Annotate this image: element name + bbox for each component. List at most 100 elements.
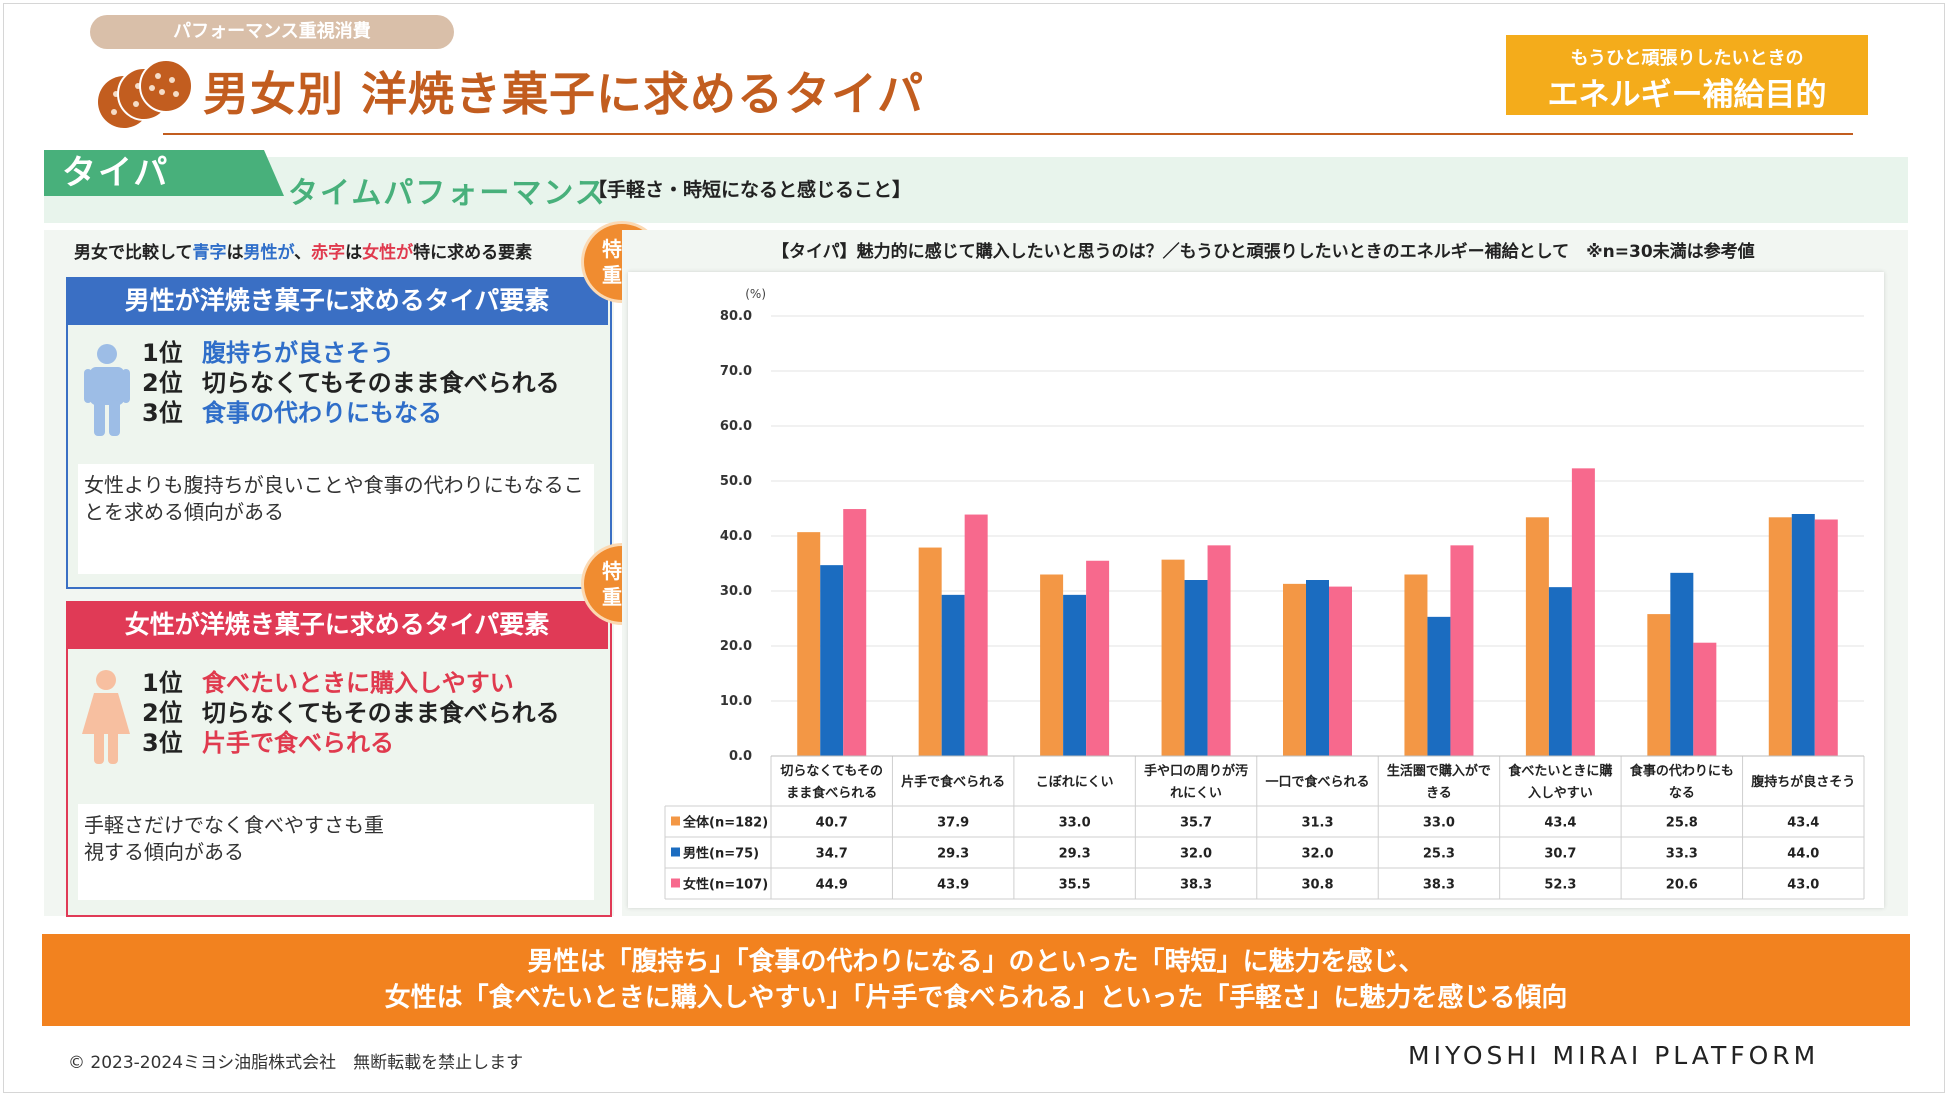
data-value-label: 34.7 bbox=[816, 847, 848, 862]
bar-female bbox=[1450, 545, 1474, 756]
y-tick-label: 30.0 bbox=[720, 584, 752, 599]
y-axis-unit: (%) bbox=[745, 287, 766, 301]
data-value-label: 30.7 bbox=[1544, 847, 1576, 862]
data-value-label: 25.3 bbox=[1423, 847, 1455, 862]
female-note-line-1: 手軽さだけでなく食べやすさも重 bbox=[84, 813, 384, 837]
data-value-label: 38.3 bbox=[1180, 878, 1212, 893]
data-value-label: 52.3 bbox=[1544, 878, 1576, 893]
category-label: きる bbox=[1426, 786, 1452, 801]
rank-number: 2位 bbox=[142, 699, 183, 727]
taipa-label: タイパ bbox=[62, 153, 170, 193]
bar-male bbox=[1063, 594, 1087, 756]
legend-label: 全体(n=182) bbox=[682, 815, 768, 831]
data-value-label: 43.4 bbox=[1787, 816, 1819, 831]
data-value-label: 43.4 bbox=[1544, 816, 1576, 831]
legend-swatch bbox=[671, 878, 680, 888]
female-rank-1: 1位 食べたいときに購入しやすい bbox=[142, 668, 560, 698]
data-value-label: 35.5 bbox=[1059, 878, 1091, 893]
bar-female bbox=[1693, 642, 1717, 756]
compare-note: 男女で比較して青字は男性が、赤字は女性が特に求める要素 bbox=[74, 238, 532, 263]
rank-number: 2位 bbox=[142, 369, 183, 397]
bar-all bbox=[1404, 574, 1428, 756]
summary-banner: 男性は「腹持ち」「食事の代わりになる」のといった「時短」に魅力を感じ、 女性は「… bbox=[42, 934, 1910, 1026]
bar-chart: (%) 0.0 10.0 20.0 30.0 40.0 50.0 60.0 70.0 80.0 切ら… bbox=[664, 287, 1865, 900]
bar-all bbox=[1161, 559, 1185, 756]
female-note: 手軽さだけでなく食べやすさも重 視する傾向がある bbox=[78, 804, 594, 900]
category-label: 入しやすい bbox=[1528, 786, 1593, 801]
taipa-band bbox=[44, 157, 1908, 223]
cookie-icon bbox=[98, 59, 193, 128]
bar-all bbox=[918, 547, 942, 756]
female-rank-2: 2位 切らなくてもそのまま食べられる bbox=[142, 698, 560, 728]
bar-female bbox=[1814, 519, 1838, 756]
summary-line-1: 男性は「腹持ち」「食事の代わりになる」のといった「時短」に魅力を感じ、 bbox=[527, 947, 1425, 977]
data-value-label: 43.9 bbox=[937, 878, 969, 893]
purpose-box: もうひと頑張りしたいときの エネルギー補給目的 bbox=[1506, 35, 1868, 115]
y-tick-label: 0.0 bbox=[729, 749, 752, 764]
y-tick-label: 70.0 bbox=[720, 364, 752, 379]
y-tick-label: 60.0 bbox=[720, 419, 752, 434]
bar-female bbox=[1207, 545, 1231, 756]
bar-male bbox=[1184, 580, 1208, 756]
category-label: まま食べられる bbox=[786, 785, 877, 801]
bar-all bbox=[1040, 574, 1064, 756]
taipa-label-shape bbox=[44, 150, 284, 196]
female-note-line-2: 視する傾向がある bbox=[84, 840, 244, 864]
compare-note-red: 赤字 bbox=[311, 243, 346, 263]
bar-male bbox=[1791, 514, 1815, 756]
rank-text: 切らなくてもそのまま食べられる bbox=[202, 369, 560, 397]
bar-all bbox=[1525, 517, 1549, 756]
bar-male bbox=[1548, 587, 1572, 756]
data-value-label: 35.7 bbox=[1180, 816, 1212, 831]
cookie-1 bbox=[139, 59, 193, 113]
purpose-title: エネルギー補給目的 bbox=[1547, 77, 1827, 113]
brand-logo-text: MIYOSHI MIRAI PLATFORM bbox=[1408, 1041, 1820, 1070]
data-value-label: 25.8 bbox=[1666, 816, 1698, 831]
data-value-label: 40.7 bbox=[816, 816, 848, 831]
category-label: 食事の代わりにも bbox=[1630, 763, 1734, 779]
data-value-label: 44.9 bbox=[816, 878, 848, 893]
page-title: 男女別 洋焼き菓子に求めるタイパ bbox=[203, 67, 925, 121]
legend-label: 男性(n=75) bbox=[683, 846, 759, 862]
female-person-icon bbox=[82, 670, 130, 764]
y-tick-label: 40.0 bbox=[720, 529, 752, 544]
male-rank-2: 2位 切らなくてもそのまま食べられる bbox=[142, 368, 560, 398]
copyright: © 2023-2024ミヨシ油脂株式会社 無断転載を禁止します bbox=[68, 1053, 524, 1073]
bar-all bbox=[1647, 614, 1671, 756]
data-value-label: 32.0 bbox=[1180, 847, 1212, 862]
bar-female bbox=[1086, 560, 1110, 756]
compare-note-part: 、 bbox=[294, 243, 312, 263]
legend-swatch bbox=[671, 847, 680, 857]
male-heading: 男性が洋焼き菓子に求めるタイパ要素 bbox=[66, 277, 608, 325]
data-value-label: 43.0 bbox=[1787, 878, 1819, 893]
rank-text: 食べたいときに購入しやすい bbox=[202, 669, 514, 697]
bar-male bbox=[1427, 616, 1451, 756]
y-tick-label: 20.0 bbox=[720, 639, 752, 654]
compare-note-blue: 青字 bbox=[192, 243, 227, 263]
data-value-label: 30.8 bbox=[1301, 878, 1333, 893]
category-label: 片手で食べられる bbox=[901, 774, 1005, 790]
taipa-full-name: タイムパフォーマンス bbox=[288, 176, 607, 211]
male-rank-list: 1位 腹持ちが良さそう 2位 切らなくてもそのまま食べられる 3位 食事の代わりにもな… bbox=[142, 338, 560, 428]
summary-line-2: 女性は「食べたいときに購入しやすい」「片手で食べられる」といった「手軽さ」に魅力… bbox=[384, 983, 1568, 1013]
bar-female bbox=[1571, 468, 1595, 756]
compare-note-part: は bbox=[226, 243, 244, 263]
compare-note-female: 女性が bbox=[362, 243, 414, 263]
data-value-label: 31.3 bbox=[1301, 816, 1333, 831]
bar-female bbox=[843, 509, 867, 756]
rank-number: 1位 bbox=[142, 669, 183, 697]
chart-title: 【タイパ】魅力的に感じて購入したいと思うのは？／もうひと頑張りしたいときのエネル… bbox=[772, 242, 1755, 262]
bar-male bbox=[1306, 580, 1329, 756]
rank-text: 切らなくてもそのまま食べられる bbox=[202, 699, 560, 727]
bar-male bbox=[820, 565, 844, 756]
y-tick-label: 50.0 bbox=[720, 474, 752, 489]
compare-note-part: 男女で比較して bbox=[74, 243, 193, 263]
data-value-label: 33.0 bbox=[1059, 816, 1091, 831]
slide-frame bbox=[3, 3, 1945, 1093]
category-tag: パフォーマンス重視消費 bbox=[90, 15, 454, 49]
male-note: 女性よりも腹持ちが良いことや食事の代わりにもなることを求める傾向がある bbox=[78, 464, 594, 574]
rank-number: 3位 bbox=[142, 729, 183, 757]
rank-number: 1位 bbox=[142, 339, 183, 367]
data-value-label: 29.3 bbox=[937, 847, 969, 862]
bar-all bbox=[1768, 517, 1792, 756]
